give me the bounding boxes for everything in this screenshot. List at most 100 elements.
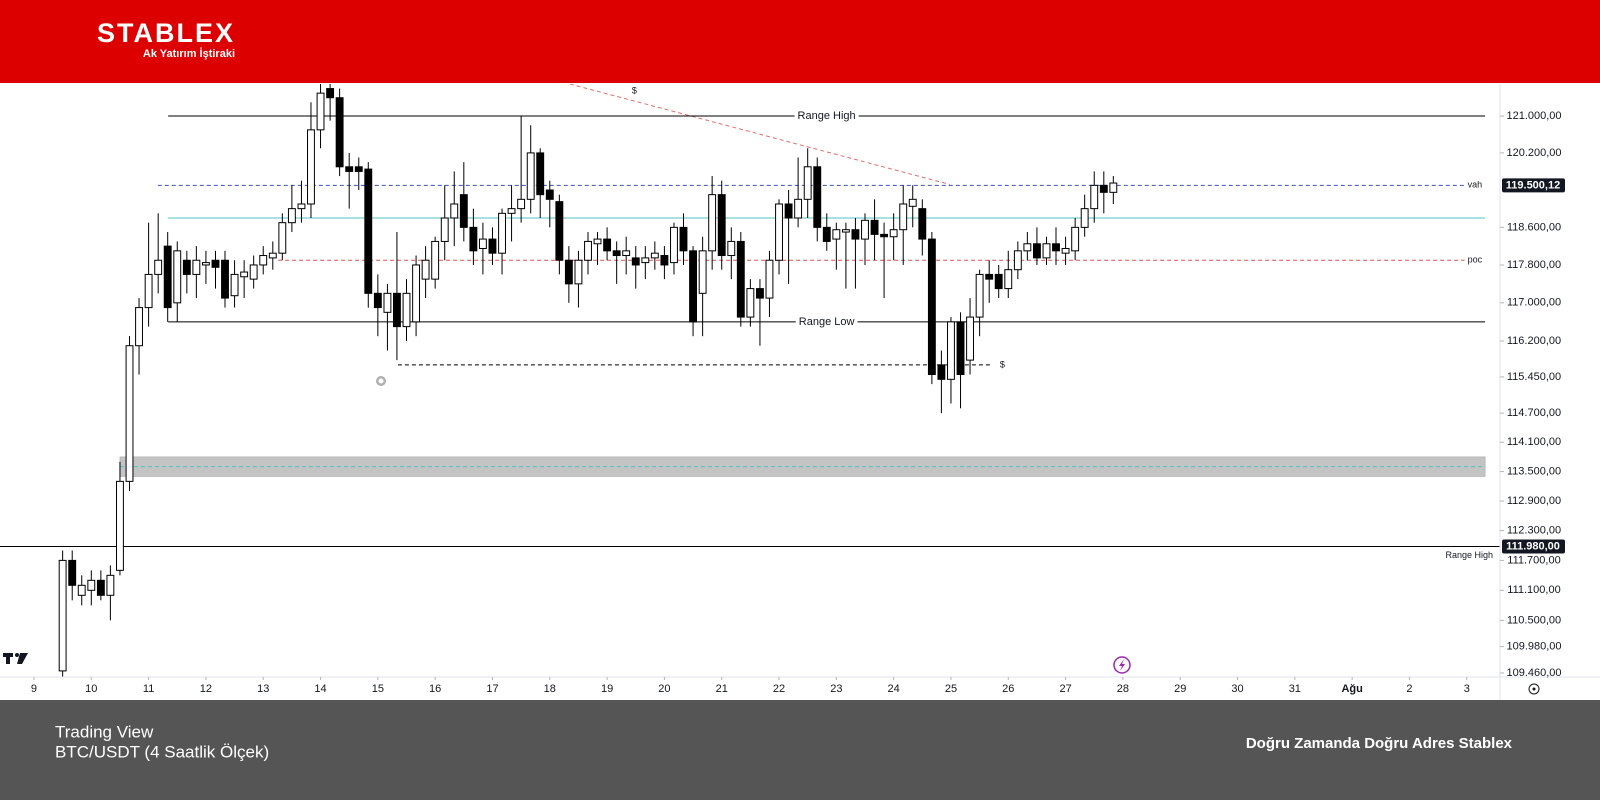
y-tick-label: 111.100,00 (1507, 584, 1560, 596)
y-tick-label: 114.700,00 (1507, 407, 1561, 419)
x-tick-label: 31 (1289, 683, 1301, 695)
candle-body (994, 273, 1003, 290)
candle-body (478, 238, 487, 249)
x-tick-label: 16 (429, 683, 441, 695)
candle-body (679, 226, 688, 252)
candle-body (326, 88, 335, 99)
footer-title: Trading View (55, 722, 154, 741)
y-tick-label: 112.300,00 (1507, 525, 1561, 537)
candle-body (1080, 208, 1089, 228)
y-tick-label: 109.980,00 (1506, 641, 1561, 653)
candle-body (1004, 269, 1013, 290)
candle-body (469, 226, 478, 252)
candle-body (154, 259, 163, 275)
x-tick-label: 9 (31, 683, 37, 695)
candle-body (861, 219, 869, 240)
x-tick-label: 20 (658, 683, 670, 695)
x-tick-label: 29 (1174, 683, 1186, 695)
footer-subtitle: BTC/USDT (4 Saatlik Ölçek) (55, 742, 269, 761)
candle-body (278, 222, 287, 254)
candle-body (660, 255, 669, 266)
x-tick-label: 13 (257, 683, 269, 695)
y-tick-label: 117.000,00 (1507, 297, 1561, 309)
candle-body (135, 307, 143, 347)
candle-body (966, 316, 974, 361)
candle-body (201, 262, 210, 266)
candle-body (832, 229, 841, 240)
candle-body (335, 97, 344, 168)
candle-body (77, 584, 86, 596)
candle-body (937, 364, 946, 380)
candle-body (908, 198, 917, 207)
candle-body (975, 273, 984, 318)
level-label: Range High (798, 110, 856, 122)
candle-body (851, 229, 860, 240)
candle-body (622, 250, 631, 257)
level-label-bg (1464, 178, 1486, 191)
x-tick-label: 21 (716, 683, 728, 695)
candle-body (822, 226, 831, 242)
candle-body (1052, 243, 1060, 252)
candle-body (841, 229, 850, 233)
y-tick-label: 113.500,00 (1507, 465, 1561, 477)
candle-body (230, 273, 239, 297)
candle-body (947, 321, 955, 380)
x-tick-label: 11 (143, 683, 154, 695)
candle-body (1042, 243, 1051, 259)
x-tick-label: 23 (830, 683, 842, 695)
x-tick-label: 27 (1059, 683, 1071, 695)
candle-body (412, 264, 421, 323)
candle-body (192, 259, 201, 275)
candle-body (507, 208, 516, 214)
plot-area: $ Range High Range Low vah poc $ Range High (0, 84, 1500, 677)
candle-body (1090, 184, 1099, 210)
candle-body (345, 166, 354, 172)
candle-body (431, 240, 440, 280)
footer-slogan: Doğru Zamanda Doğru Adres Stablex (1246, 735, 1513, 752)
x-tick-label: 18 (544, 683, 556, 695)
alarm-icon (376, 376, 386, 386)
brand: STABLEX (97, 18, 235, 48)
y-tick-label: 115.450,00 (1507, 371, 1561, 383)
x-tick-label: 2 (1406, 683, 1412, 695)
candle-body (163, 245, 172, 309)
y-tick-label: 111.700,00 (1507, 554, 1560, 566)
tagline: Ak Yatırım İştiraki (143, 47, 235, 60)
candle-body (373, 292, 382, 309)
candle-body (450, 203, 459, 219)
candle-body (383, 292, 392, 313)
candle-body (593, 238, 602, 245)
candle-body (708, 194, 717, 252)
price-tag (1502, 539, 1565, 554)
candle-body (173, 250, 182, 304)
candle-body (221, 259, 229, 299)
y-tick-label: 116.200,00 (1507, 335, 1561, 347)
candle-body (803, 166, 812, 200)
candle-body (918, 208, 927, 240)
y-tick-label: 109.460,00 (1506, 667, 1561, 679)
candle-body (889, 229, 898, 238)
candle-body (440, 217, 449, 242)
candle-body (641, 257, 650, 264)
candle-body (307, 129, 315, 205)
candle-body (1099, 184, 1108, 193)
level-label: vah (1468, 180, 1483, 190)
y-tick-label: 120.200,00 (1506, 147, 1561, 159)
x-tick-label: 10 (85, 683, 97, 695)
trend-line (569, 84, 950, 185)
x-tick-label: Ağu (1341, 683, 1362, 695)
candle-body (775, 203, 783, 261)
x-tick-label: 12 (200, 683, 212, 695)
settings-icon (1528, 683, 1540, 695)
candle-body (765, 259, 774, 299)
candle-body (698, 250, 707, 294)
candle-body (584, 240, 592, 261)
candle-body (555, 201, 564, 261)
candle-body (650, 252, 659, 259)
candle-body (526, 152, 535, 200)
candle-body (125, 345, 134, 482)
candle-body (813, 166, 822, 228)
trend-label: $ (632, 85, 637, 95)
